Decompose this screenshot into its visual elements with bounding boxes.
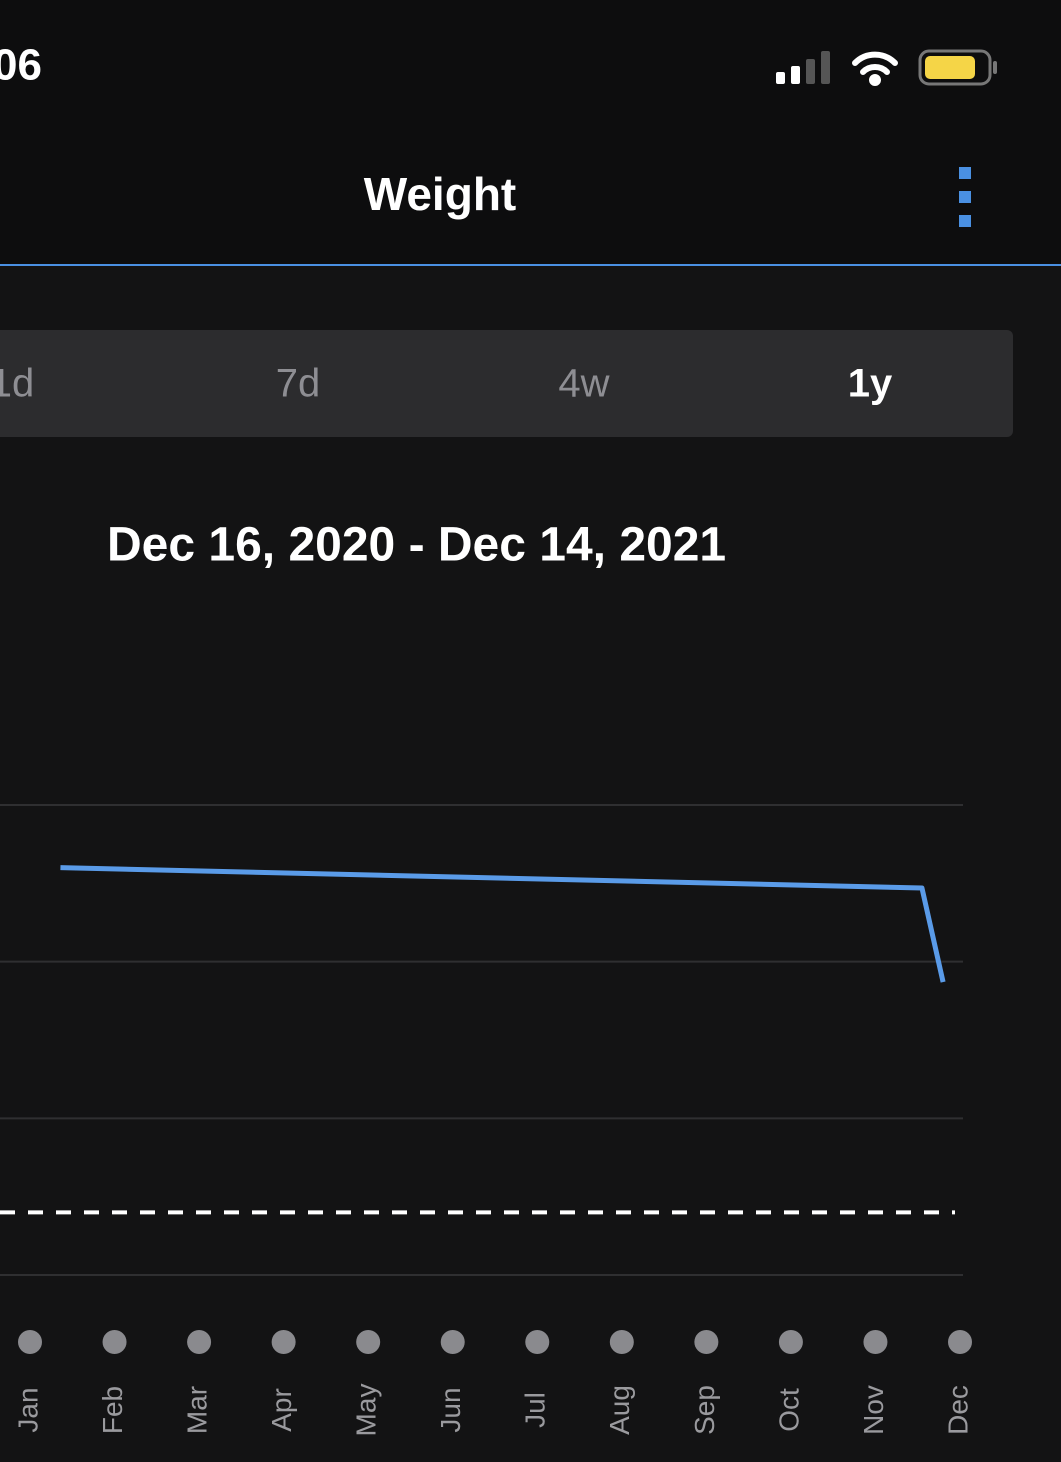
month-dot (525, 1330, 550, 1354)
header-divider (0, 264, 1061, 266)
wifi-icon (852, 51, 898, 86)
month-dot (948, 1330, 972, 1354)
month-dot (863, 1330, 888, 1354)
month-dot (694, 1330, 719, 1354)
x-tick-label: Jan (12, 1387, 43, 1432)
battery-icon (918, 49, 997, 86)
tab[interactable]: 7d (276, 362, 321, 406)
x-tick-label: Apr (266, 1388, 297, 1432)
date-range: Dec 16, 2020 - Dec 14, 2021 (107, 519, 726, 572)
header-title: Weight (364, 168, 516, 220)
signal-icon (776, 51, 830, 84)
x-tick-label: Sep (689, 1385, 720, 1435)
x-tick-label: Jun (435, 1387, 466, 1432)
month-dot (271, 1330, 296, 1354)
month-dot (440, 1330, 465, 1354)
x-tick-label: Aug (604, 1385, 635, 1435)
month-dot (187, 1330, 212, 1354)
weight-line (60, 865, 946, 983)
month-dot (18, 1330, 42, 1354)
x-tick-label: Jul (520, 1392, 551, 1428)
x-tick-label: Mar (181, 1386, 212, 1434)
x-tick-label: May (351, 1384, 382, 1437)
x-tick-label: Dec (942, 1385, 973, 1435)
tab[interactable]: 4w (558, 362, 609, 406)
tab-bar (0, 330, 1013, 437)
tab[interactable]: 1y (848, 362, 893, 406)
menu-button[interactable] (959, 167, 971, 227)
x-tick-label: Feb (97, 1386, 128, 1434)
x-tick-label: Oct (773, 1388, 804, 1432)
month-dot (356, 1330, 381, 1354)
content-background (0, 266, 1061, 1462)
month-dot (778, 1330, 803, 1354)
tab[interactable]: 1d (0, 362, 34, 406)
status-time: 06 (0, 41, 42, 90)
month-dot (609, 1330, 634, 1354)
x-tick-label: Nov (858, 1385, 889, 1435)
month-dot (102, 1330, 127, 1354)
